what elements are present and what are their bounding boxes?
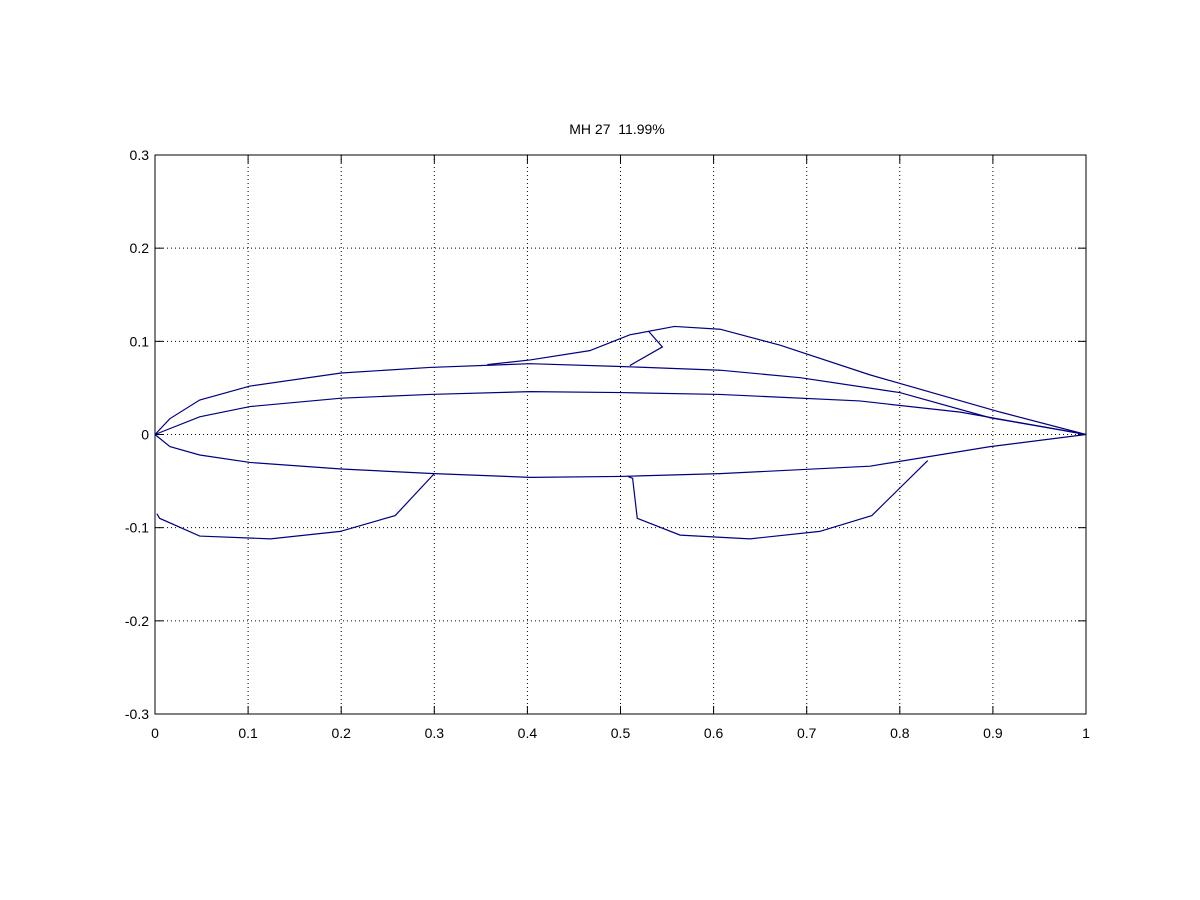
series-line xyxy=(487,325,1087,436)
x-tick-label: 0.9 xyxy=(983,725,1003,741)
y-tick-label: 0.3 xyxy=(130,147,150,163)
x-tick-label: 0.4 xyxy=(518,725,538,741)
series-line xyxy=(156,473,435,540)
y-tick-label: -0.2 xyxy=(125,613,149,629)
x-tick-label: 0.7 xyxy=(797,725,817,741)
y-tick-label: 0.2 xyxy=(130,240,150,256)
y-tick-label: 0 xyxy=(141,427,149,443)
chart-title: MH 27 11.99% xyxy=(569,121,664,137)
y-tick-label: -0.3 xyxy=(125,706,149,722)
series-line xyxy=(154,363,1087,436)
x-tick-label: 0.8 xyxy=(890,725,910,741)
x-tick-label: 0.6 xyxy=(704,725,724,741)
x-tick-label: 0 xyxy=(151,725,159,741)
plot-area xyxy=(155,155,1086,714)
x-tick-label: 1 xyxy=(1082,725,1090,741)
x-tick-label: 0.1 xyxy=(238,725,258,741)
x-tick-label: 0.2 xyxy=(331,725,351,741)
y-tick-label: 0.1 xyxy=(130,333,150,349)
series-line xyxy=(629,330,664,367)
x-tick-label: 0.5 xyxy=(611,725,631,741)
series-line xyxy=(627,460,929,540)
series-line xyxy=(154,391,1087,436)
x-tick-label: 0.3 xyxy=(425,725,445,741)
series-line xyxy=(154,433,1087,478)
y-tick-label: -0.1 xyxy=(125,520,149,536)
